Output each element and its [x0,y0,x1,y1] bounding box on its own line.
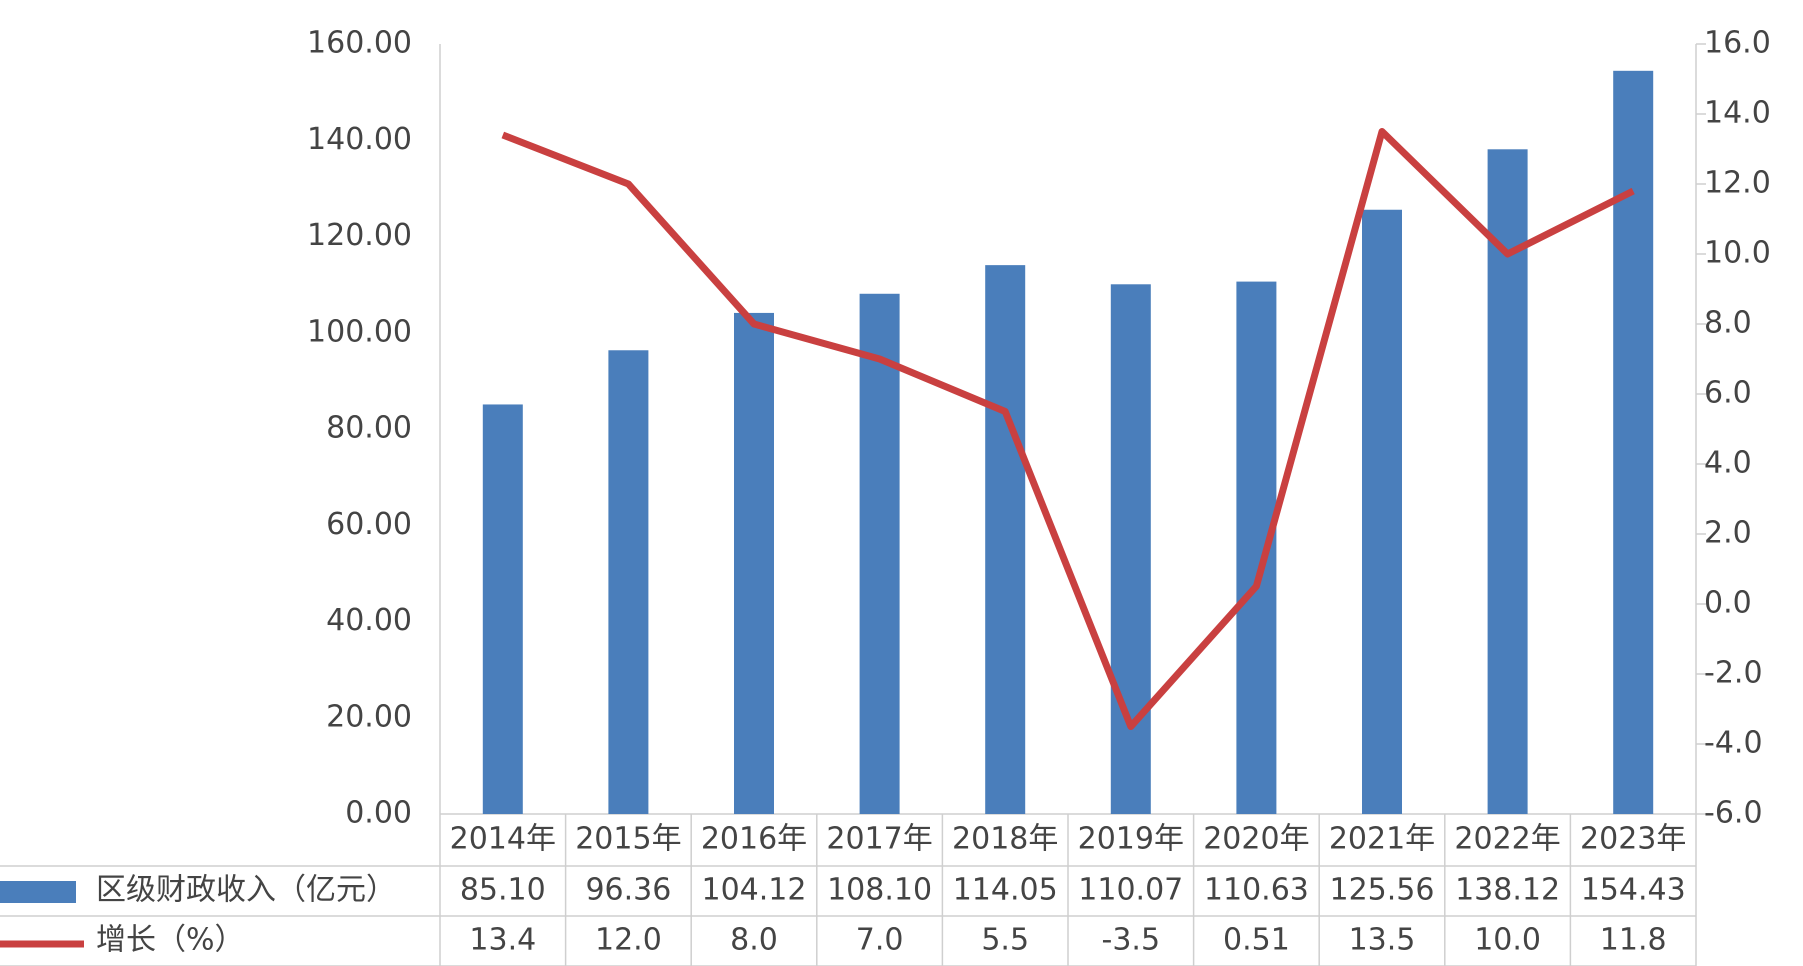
x-tick-label: 2023年 [1580,822,1686,857]
y2-tick-label: 6.0 [1704,376,1752,411]
legend-label: 区级财政收入（亿元） [96,873,396,908]
y2-tick-label: -2.0 [1704,656,1763,691]
legend-swatch [0,881,76,903]
table-value: 11.8 [1600,923,1667,958]
y2-tick-label: -6.0 [1704,796,1763,831]
y-tick-label: 120.00 [307,218,412,253]
table-value: 104.12 [702,873,807,908]
table-value: 13.5 [1349,923,1416,958]
x-tick-label: 2019年 [1078,822,1184,857]
bar [1613,70,1654,815]
table-value: 12.0 [595,923,662,958]
x-tick-label: 2018年 [952,822,1058,857]
y-tick-label: 20.00 [326,699,412,734]
y-tick-label: 0.00 [345,796,412,831]
x-tick-label: 2015年 [575,822,681,857]
y2-tick-label: 8.0 [1704,306,1752,341]
bar [734,312,774,814]
table-value: 8.0 [730,923,778,958]
y2-tick-label: 0.0 [1704,586,1752,621]
bar [985,265,1026,814]
table-value: -3.5 [1102,923,1161,958]
table-value: 0.51 [1223,923,1290,958]
y-tick-label: 40.00 [326,603,412,638]
y2-tick-label: 14.0 [1704,96,1771,131]
y-tick-label: 60.00 [326,507,412,542]
line [501,128,1635,730]
table-value: 125.56 [1330,873,1435,908]
table-value: 138.12 [1455,873,1560,908]
y2-tick-label: 4.0 [1704,446,1752,481]
bar [482,404,523,814]
table-value: 13.4 [469,923,536,958]
x-tick-label: 2022年 [1454,822,1560,857]
x-tick-label: 2014年 [450,822,556,857]
x-tick-label: 2021年 [1329,822,1435,857]
table-value: 96.36 [585,873,671,908]
y-tick-label: 80.00 [326,411,412,446]
bar [1362,209,1402,814]
y-tick-label: 140.00 [307,122,412,157]
table-value: 114.05 [953,873,1058,908]
x-tick-label: 2016年 [701,822,807,857]
table-value: 85.10 [460,873,546,908]
bar [608,350,649,814]
y-tick-label: 160.00 [307,26,412,61]
table-value: 10.0 [1474,923,1541,958]
x-tick-label: 2020年 [1203,822,1309,857]
table-value: 108.10 [827,873,932,908]
x-tick-label: 2017年 [826,822,932,857]
table-value: 154.43 [1581,873,1686,908]
y2-tick-label: 16.0 [1704,26,1771,61]
y2-tick-label: -4.0 [1704,726,1763,761]
y2-tick-label: 10.0 [1704,236,1771,271]
legend-label: 增长（%） [96,923,245,958]
bar [1110,284,1151,815]
y2-tick-label: 2.0 [1704,516,1752,551]
bar [1487,149,1528,815]
table-value: 110.07 [1078,873,1183,908]
table-value: 5.5 [981,923,1029,958]
bar [859,293,900,814]
y-tick-label: 100.00 [307,314,412,349]
table-value: 110.63 [1204,873,1309,908]
table-value: 7.0 [856,923,904,958]
y2-tick-label: 12.0 [1704,166,1771,201]
